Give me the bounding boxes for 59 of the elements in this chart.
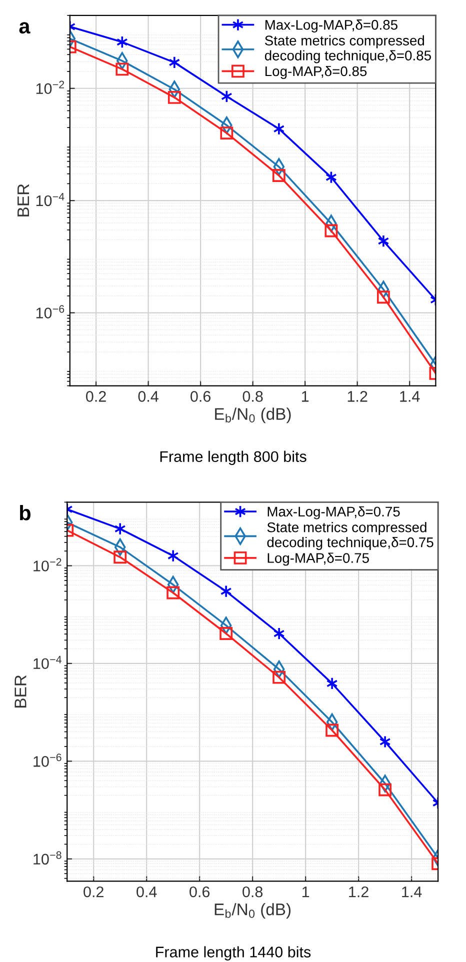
point: [272, 670, 286, 684]
y-axis-title: BER: [18, 184, 30, 216]
x-tick-label: 1: [302, 391, 309, 402]
point: [116, 36, 128, 48]
x-tick-label: 0.8: [242, 391, 263, 402]
x-tick-label: 1.2: [348, 391, 368, 402]
legend-label: Log-MAP,δ=0.85: [265, 66, 367, 79]
legend-label: Log-MAP,δ=0.75: [268, 552, 369, 566]
text: Frame length 1440 bits: [156, 946, 311, 960]
y-tick-label: 10$^{−8}$: [34, 851, 62, 865]
x-tick-label: 1: [302, 886, 310, 898]
point: [326, 676, 338, 690]
x-tick-label: 0.2: [86, 391, 106, 402]
y-tick-label: 10$^{−6}$: [36, 305, 64, 318]
legend-label: State metrics compressed decoding technique,δ=0.85: [264, 35, 431, 64]
point: [220, 126, 234, 140]
x-tick-label: 0.8: [242, 886, 263, 898]
point: [168, 56, 180, 69]
point: [326, 724, 339, 737]
point: [220, 90, 232, 103]
y-tick-label: 10$^{−6}$: [34, 754, 62, 767]
x-tick-label: 0.2: [84, 886, 104, 898]
text: Frame length 800 bits: [160, 450, 306, 466]
point: [325, 170, 337, 184]
point: [378, 783, 392, 796]
point: [114, 550, 127, 564]
x-axis-title: E$_{b}$/N$_{0}$ (dB): [215, 408, 291, 424]
point: [273, 122, 285, 136]
text: a: [19, 22, 30, 34]
x-tick-label: 0.6: [190, 886, 210, 898]
point: [114, 522, 126, 536]
text: b: [20, 505, 31, 520]
y-axis-title: BER: [14, 675, 26, 708]
point: [272, 169, 286, 182]
point: [376, 290, 390, 304]
point: [220, 584, 232, 598]
x-tick-label: 0.4: [138, 391, 158, 402]
x-tick-label: 1.4: [402, 886, 422, 898]
y-tick-label: 10$^{−2}$: [36, 80, 64, 94]
point: [324, 224, 338, 238]
x-tick-label: 0.6: [190, 391, 210, 402]
x-tick-label: 1.4: [400, 391, 420, 402]
x-axis-title: E$_{b}$/N$_{0}$ (dB): [214, 903, 291, 919]
point: [166, 586, 180, 600]
point: [167, 549, 179, 562]
x-tick-label: 0.4: [136, 886, 157, 898]
point: [379, 735, 391, 748]
point: [273, 627, 285, 640]
legend-label: Max-Log-MAP,δ=0.75: [268, 506, 400, 520]
legend-label: State metrics compressed decoding technique,δ=0.75: [267, 522, 434, 550]
point: [116, 62, 129, 76]
point: [220, 627, 233, 640]
y-tick-label: 10$^{−2}$: [34, 558, 62, 572]
y-tick-label: 10$^{−4}$: [34, 656, 62, 670]
y-tick-label: 10$^{−4}$: [36, 192, 64, 206]
point: [168, 90, 181, 104]
legend-label: Max-Log-MAP,δ=0.85: [265, 20, 398, 33]
x-tick-label: 1.2: [349, 886, 368, 898]
point: [378, 234, 390, 248]
